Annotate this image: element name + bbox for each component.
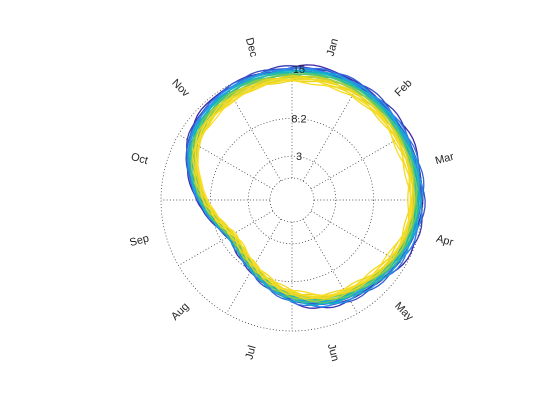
radial-gridline: [178, 210, 274, 266]
month-label-mar: Mar: [434, 151, 456, 168]
r-tick-label: 8.2: [291, 113, 306, 125]
radial-gridline: [226, 86, 282, 182]
series-line: [194, 78, 412, 297]
month-label-nov: Nov: [169, 77, 192, 100]
series-group: [185, 64, 426, 309]
month-label-jun: Jun: [325, 342, 341, 362]
month-label-sep: Sep: [128, 232, 150, 249]
r-tick-label: 15: [293, 64, 305, 76]
ring-gridline: [269, 177, 315, 223]
month-label-jan: Jan: [325, 37, 341, 57]
month-label-oct: Oct: [130, 151, 150, 167]
radial-gridline: [302, 86, 358, 182]
month-label-apr: Apr: [435, 233, 455, 249]
r-tick-label: 3: [296, 151, 302, 163]
radial-gridline: [310, 210, 406, 266]
month-label-aug: Aug: [169, 301, 191, 323]
radial-gridline: [310, 134, 406, 190]
radial-gridline: [302, 218, 358, 314]
month-label-may: May: [392, 300, 416, 324]
month-label-jul: Jul: [243, 344, 258, 361]
radial-gridline: [178, 134, 274, 190]
month-label-dec: Dec: [243, 36, 260, 58]
axis-labels: Jan Feb Mar Apr May Jun Jul Aug Sep Oct Nov Dec 3 8.2…: [128, 36, 455, 362]
month-label-feb: Feb: [393, 77, 415, 99]
ring-gridline: [210, 118, 374, 282]
ring-gridline: [247, 155, 337, 245]
